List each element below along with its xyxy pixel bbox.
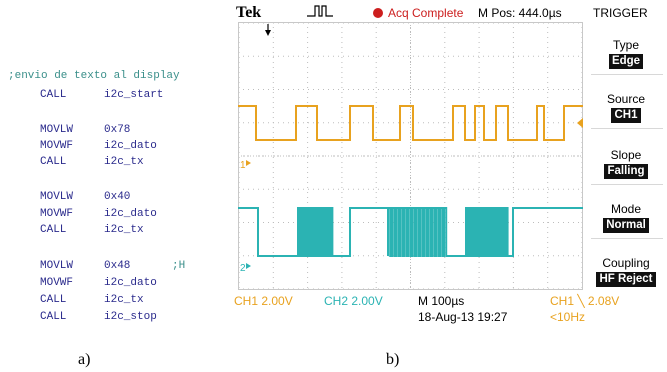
scope-status-bar: Tek Acq Complete M Pos: 444.0µs TRIGGER: [232, 0, 667, 22]
code-line: MOVLW: [40, 124, 74, 136]
trigger-position-icon: [265, 30, 271, 36]
code-arg: 0x78: [104, 124, 131, 136]
code-line: CALL: [40, 311, 67, 323]
code-arg: i2c_start: [104, 89, 164, 101]
code-arg: i2c_tx: [104, 156, 144, 168]
menu-divider: [591, 184, 663, 185]
record-dot-icon: [373, 8, 383, 18]
acquisition-status: Acq Complete: [388, 6, 464, 20]
ch1-ground-marker: 1: [240, 160, 246, 171]
ch2-scale: CH2 2.00V: [324, 294, 383, 308]
code-listing: ;envio de texto al display CALL i2c_star…: [0, 0, 228, 340]
code-line: CALL: [40, 156, 67, 168]
oscilloscope-screen: Tek Acq Complete M Pos: 444.0µs TRIGGER …: [232, 0, 667, 340]
ch1-marker-arrow-icon: [246, 160, 251, 166]
code-line: CALL: [40, 294, 67, 306]
menu-divider: [591, 74, 663, 75]
code-arg: i2c_tx: [104, 294, 144, 306]
code-arg: i2c_dato: [104, 208, 157, 220]
code-arg: i2c_dato: [104, 277, 157, 289]
graticule-border: [238, 22, 583, 290]
scope-readout-bar: CH1 2.00V CH2 2.00V M 100µs 18-Aug-13 19…: [232, 290, 667, 340]
trigger-level-icon: [577, 118, 583, 128]
menu-coupling[interactable]: Coupling HF Reject: [585, 256, 667, 287]
code-arg: i2c_stop: [104, 311, 157, 323]
code-line: CALL: [40, 89, 67, 101]
timebase: M 100µs: [418, 294, 465, 308]
ch1-waveform: [238, 105, 583, 141]
code-arg: i2c_dato: [104, 140, 157, 152]
code-comment: ;envio de texto al display: [8, 70, 180, 82]
code-line: CALL: [40, 224, 67, 236]
code-arg: 0x40: [104, 191, 131, 203]
waveform-display: 1 2: [238, 22, 583, 290]
trigger-state-icon: [307, 5, 333, 17]
menu-divider: [591, 238, 663, 239]
capture-date: 18-Aug-13 19:27: [418, 310, 508, 324]
brand-logo: Tek: [236, 4, 262, 21]
ch2-waveform: [238, 207, 583, 257]
menu-divider: [591, 128, 663, 129]
code-arg: i2c_tx: [104, 224, 144, 236]
code-line: MOVWF: [40, 208, 74, 220]
horizontal-position: M Pos: 444.0µs: [478, 6, 562, 20]
menu-mode[interactable]: Mode Normal: [585, 202, 667, 233]
panel-label-a: a): [78, 351, 91, 368]
menu-source[interactable]: Source CH1: [606, 92, 646, 123]
code-inline-comment: ;H: [172, 260, 186, 272]
trigger-menu-title: TRIGGER: [593, 6, 648, 20]
code-line: MOVWF: [40, 277, 74, 289]
panel-label-b: b): [386, 351, 400, 368]
code-line: MOVLW: [40, 191, 74, 203]
menu-slope[interactable]: Slope Falling: [585, 148, 667, 179]
code-line: MOVWF: [40, 140, 74, 152]
trigger-readout: CH1 ╲ 2.08V: [550, 294, 620, 308]
trigger-side-menu: Type Edge Source CH1 Slope Falling Mode Norm…: [585, 22, 667, 290]
ch1-scale: CH1 2.00V: [234, 294, 293, 308]
ch2-marker-arrow-icon: [246, 263, 251, 269]
menu-type[interactable]: Type Edge: [585, 38, 667, 69]
grid-lines: [238, 22, 583, 290]
graticule: 1 2: [238, 22, 583, 290]
trigger-frequency: <10Hz: [550, 310, 586, 324]
code-arg: 0x48: [104, 260, 131, 272]
ch2-ground-marker: 2: [240, 263, 246, 274]
code-line: MOVLW: [40, 260, 74, 272]
